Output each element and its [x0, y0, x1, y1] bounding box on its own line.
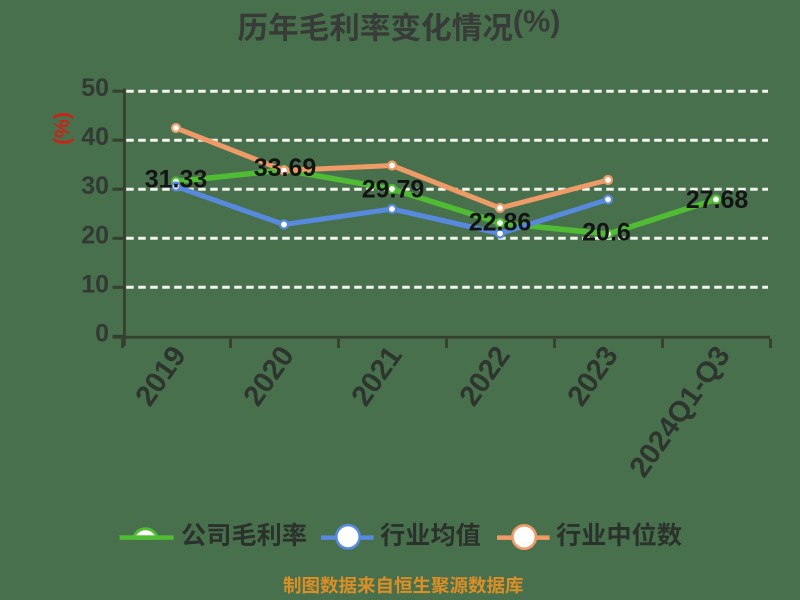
- svg-text:40: 40: [81, 123, 109, 151]
- svg-text:22.86: 22.86: [469, 209, 532, 237]
- svg-text:27.68: 27.68: [686, 186, 749, 214]
- svg-text:20: 20: [81, 221, 109, 249]
- svg-text:10: 10: [81, 270, 109, 298]
- svg-text:20.6: 20.6: [582, 219, 631, 247]
- svg-text:33.69: 33.69: [254, 154, 317, 182]
- svg-text:(%): (%): [51, 112, 74, 145]
- svg-text:29.79: 29.79: [362, 176, 425, 204]
- svg-text:(%): (%): [513, 5, 561, 39]
- svg-text:30: 30: [81, 172, 109, 200]
- svg-text:31.33: 31.33: [145, 165, 208, 193]
- svg-text:0: 0: [95, 319, 109, 347]
- svg-text:50: 50: [81, 74, 109, 102]
